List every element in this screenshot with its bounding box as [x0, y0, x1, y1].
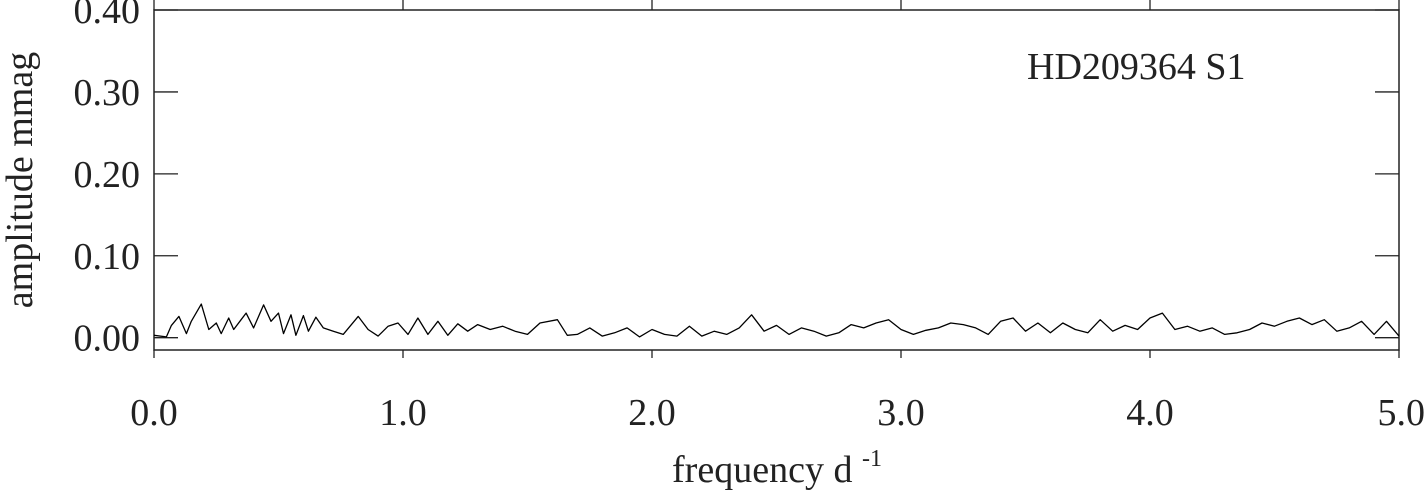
x-tick-label: 0.0 — [130, 392, 178, 434]
y-tick-label: 0.40 — [74, 0, 141, 32]
x-axis-title-superscript: -1 — [862, 446, 882, 472]
y-tick-label: 0.00 — [74, 318, 141, 360]
y-axis-title: amplitude mmag — [0, 52, 41, 308]
x-tick-label: 2.0 — [628, 392, 676, 434]
y-tick-label: 0.30 — [74, 72, 141, 114]
x-tick-label: 4.0 — [1126, 392, 1174, 434]
series-line — [154, 304, 1399, 337]
x-axis-title-main: frequency d — [672, 449, 852, 491]
x-tick-label: 5.0 — [1378, 392, 1425, 434]
x-tick-label: 3.0 — [877, 392, 925, 434]
y-tick-label: 0.10 — [74, 236, 141, 278]
chart-annotation: HD209364 S1 — [1027, 46, 1246, 88]
y-tick-label: 0.20 — [74, 154, 141, 196]
x-axis-title: frequency d -1 — [672, 446, 882, 491]
x-tick-label: 1.0 — [379, 392, 427, 434]
